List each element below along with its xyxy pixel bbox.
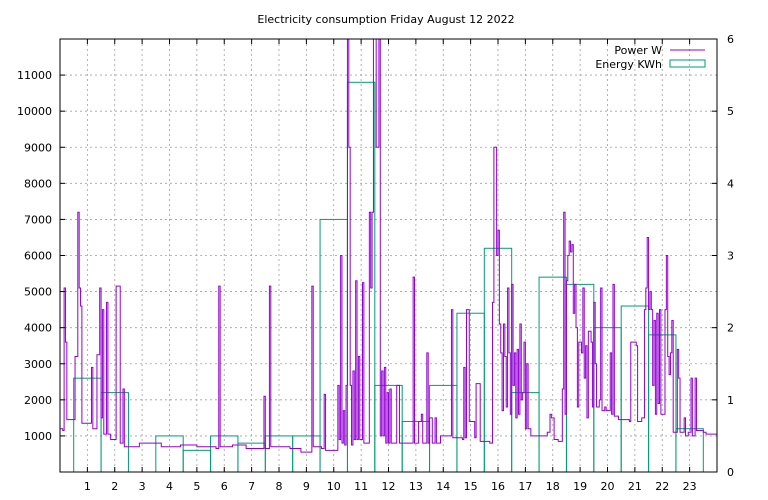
y2-tick-label: 4 xyxy=(727,177,734,190)
y-tick-label: 10000 xyxy=(17,105,52,118)
y-tick-label: 1000 xyxy=(24,430,52,443)
x-tick-label: 11 xyxy=(354,480,368,493)
y2-tick-label: 6 xyxy=(727,33,734,46)
y-tick-label: 6000 xyxy=(24,250,52,263)
x-tick-label: 7 xyxy=(248,480,255,493)
power-line xyxy=(60,38,717,453)
y-tick-label: 7000 xyxy=(24,213,52,226)
x-tick-label: 20 xyxy=(601,480,615,493)
x-tick-label: 4 xyxy=(166,480,173,493)
x-tick-label: 2 xyxy=(111,480,118,493)
y2-tick-label: 5 xyxy=(727,105,734,118)
y-tick-label: 4000 xyxy=(24,322,52,335)
x-tick-label: 6 xyxy=(221,480,228,493)
x-tick-label: 13 xyxy=(409,480,423,493)
x-tick-label: 22 xyxy=(655,480,669,493)
legend-energy-label: Energy KWh xyxy=(595,58,662,71)
x-tick-label: 15 xyxy=(464,480,478,493)
x-tick-label: 23 xyxy=(683,480,697,493)
x-tick-label: 14 xyxy=(436,480,450,493)
y-tick-label: 9000 xyxy=(24,141,52,154)
x-tick-label: 21 xyxy=(628,480,642,493)
y2-tick-label: 0 xyxy=(727,466,734,479)
x-tick-label: 19 xyxy=(573,480,587,493)
energy-bar xyxy=(292,435,321,473)
x-tick-label: 1 xyxy=(84,480,91,493)
y2-tick-label: 3 xyxy=(727,250,734,263)
power-line-layer xyxy=(60,38,717,453)
x-tick-label: 3 xyxy=(139,480,146,493)
legend-energy-swatch xyxy=(669,59,706,68)
x-tick-label: 10 xyxy=(327,480,341,493)
x-tick-label: 12 xyxy=(382,480,396,493)
y-tick-label: 8000 xyxy=(24,177,52,190)
chart-title: Electricity consumption Friday August 12… xyxy=(257,13,514,26)
y2-tick-label: 1 xyxy=(727,394,734,407)
y-tick-label: 2000 xyxy=(24,394,52,407)
tick-labels: 1 2 3 4 5 6 7 8 9 10 11 12 13 14 15 16 17 18 19 20 21 22 23100… xyxy=(17,33,734,493)
legend-power-label: Power W xyxy=(614,44,662,57)
x-tick-label: 16 xyxy=(491,480,505,493)
legend: Power W Energy KWh xyxy=(595,44,706,71)
x-tick-label: 18 xyxy=(546,480,560,493)
x-tick-label: 17 xyxy=(518,480,532,493)
x-tick-label: 9 xyxy=(303,480,310,493)
energy-bar xyxy=(155,435,184,473)
x-tick-label: 8 xyxy=(276,480,283,493)
y2-tick-label: 2 xyxy=(727,322,734,335)
y-tick-label: 5000 xyxy=(24,286,52,299)
energy-bar xyxy=(210,435,239,473)
energy-bar xyxy=(565,283,595,473)
x-tick-label: 5 xyxy=(193,480,200,493)
y-tick-label: 11000 xyxy=(17,69,52,82)
y-tick-label: 3000 xyxy=(24,358,52,371)
